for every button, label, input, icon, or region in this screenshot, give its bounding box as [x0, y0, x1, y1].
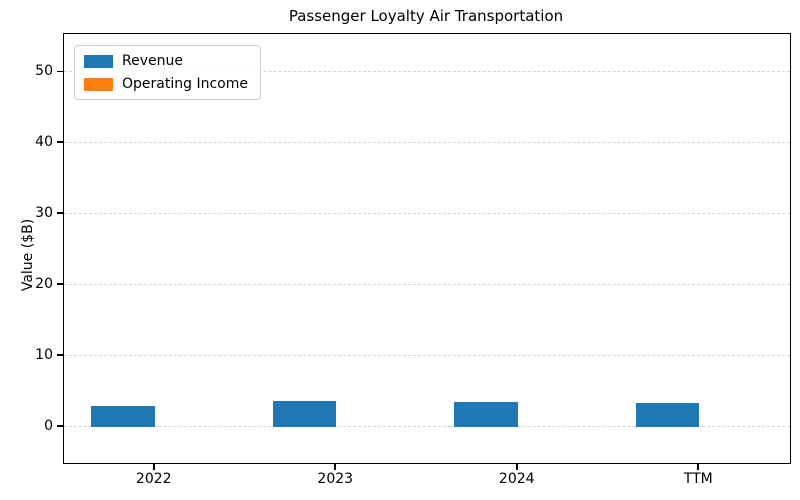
legend-item-revenue: Revenue — [84, 53, 248, 69]
y-tick-label: 40 — [35, 134, 53, 151]
y-tick-label: 0 — [44, 417, 53, 434]
y-tick-label: 30 — [35, 205, 53, 222]
gridline-10 — [64, 354, 790, 356]
y-tick-mark — [57, 425, 63, 427]
bar-revenue-2024 — [454, 402, 518, 427]
chart-title: Passenger Loyalty Air Transportation — [288, 7, 564, 25]
x-tick-mark — [515, 464, 518, 470]
y-tick-mark — [57, 141, 63, 144]
legend-label-revenue: Revenue — [122, 53, 183, 69]
gridline-40 — [64, 142, 790, 144]
y-axis-ticks: 0 10 20 30 40 50 — [0, 33, 63, 462]
gridline-50 — [64, 71, 790, 73]
revenue-swatch-icon — [84, 54, 113, 68]
x-tick-label: 2022 — [135, 471, 172, 487]
gridline-30 — [64, 213, 790, 215]
bar-revenue-ttm — [635, 403, 700, 427]
x-axis-ticks: 2022 2023 2024 TTM — [63, 462, 789, 496]
operating-income-swatch-icon — [84, 77, 113, 91]
x-tick-mark — [152, 464, 155, 470]
y-tick-mark — [57, 70, 63, 73]
bar-revenue-2023 — [272, 400, 337, 427]
y-tick-label: 50 — [35, 63, 53, 80]
gridline-20 — [64, 284, 790, 285]
x-tick-label: 2023 — [317, 471, 354, 487]
bar-revenue-2022 — [91, 406, 155, 427]
y-tick-label: 20 — [35, 276, 53, 292]
y-tick-label: 10 — [35, 346, 53, 363]
x-tick-label: TTM — [683, 471, 713, 487]
legend-item-operating-income: Operating Income — [84, 76, 248, 92]
legend: Revenue Operating Income — [74, 45, 261, 100]
y-tick-mark — [57, 212, 63, 215]
gridline-0 — [64, 425, 790, 427]
y-tick-mark — [57, 354, 63, 356]
x-tick-mark — [334, 464, 337, 470]
x-tick-mark — [697, 464, 700, 470]
x-tick-label: 2024 — [498, 471, 535, 487]
legend-label-operating-income: Operating Income — [122, 76, 248, 92]
y-tick-mark — [57, 283, 63, 285]
plot-area: Revenue Operating Income — [63, 33, 791, 464]
